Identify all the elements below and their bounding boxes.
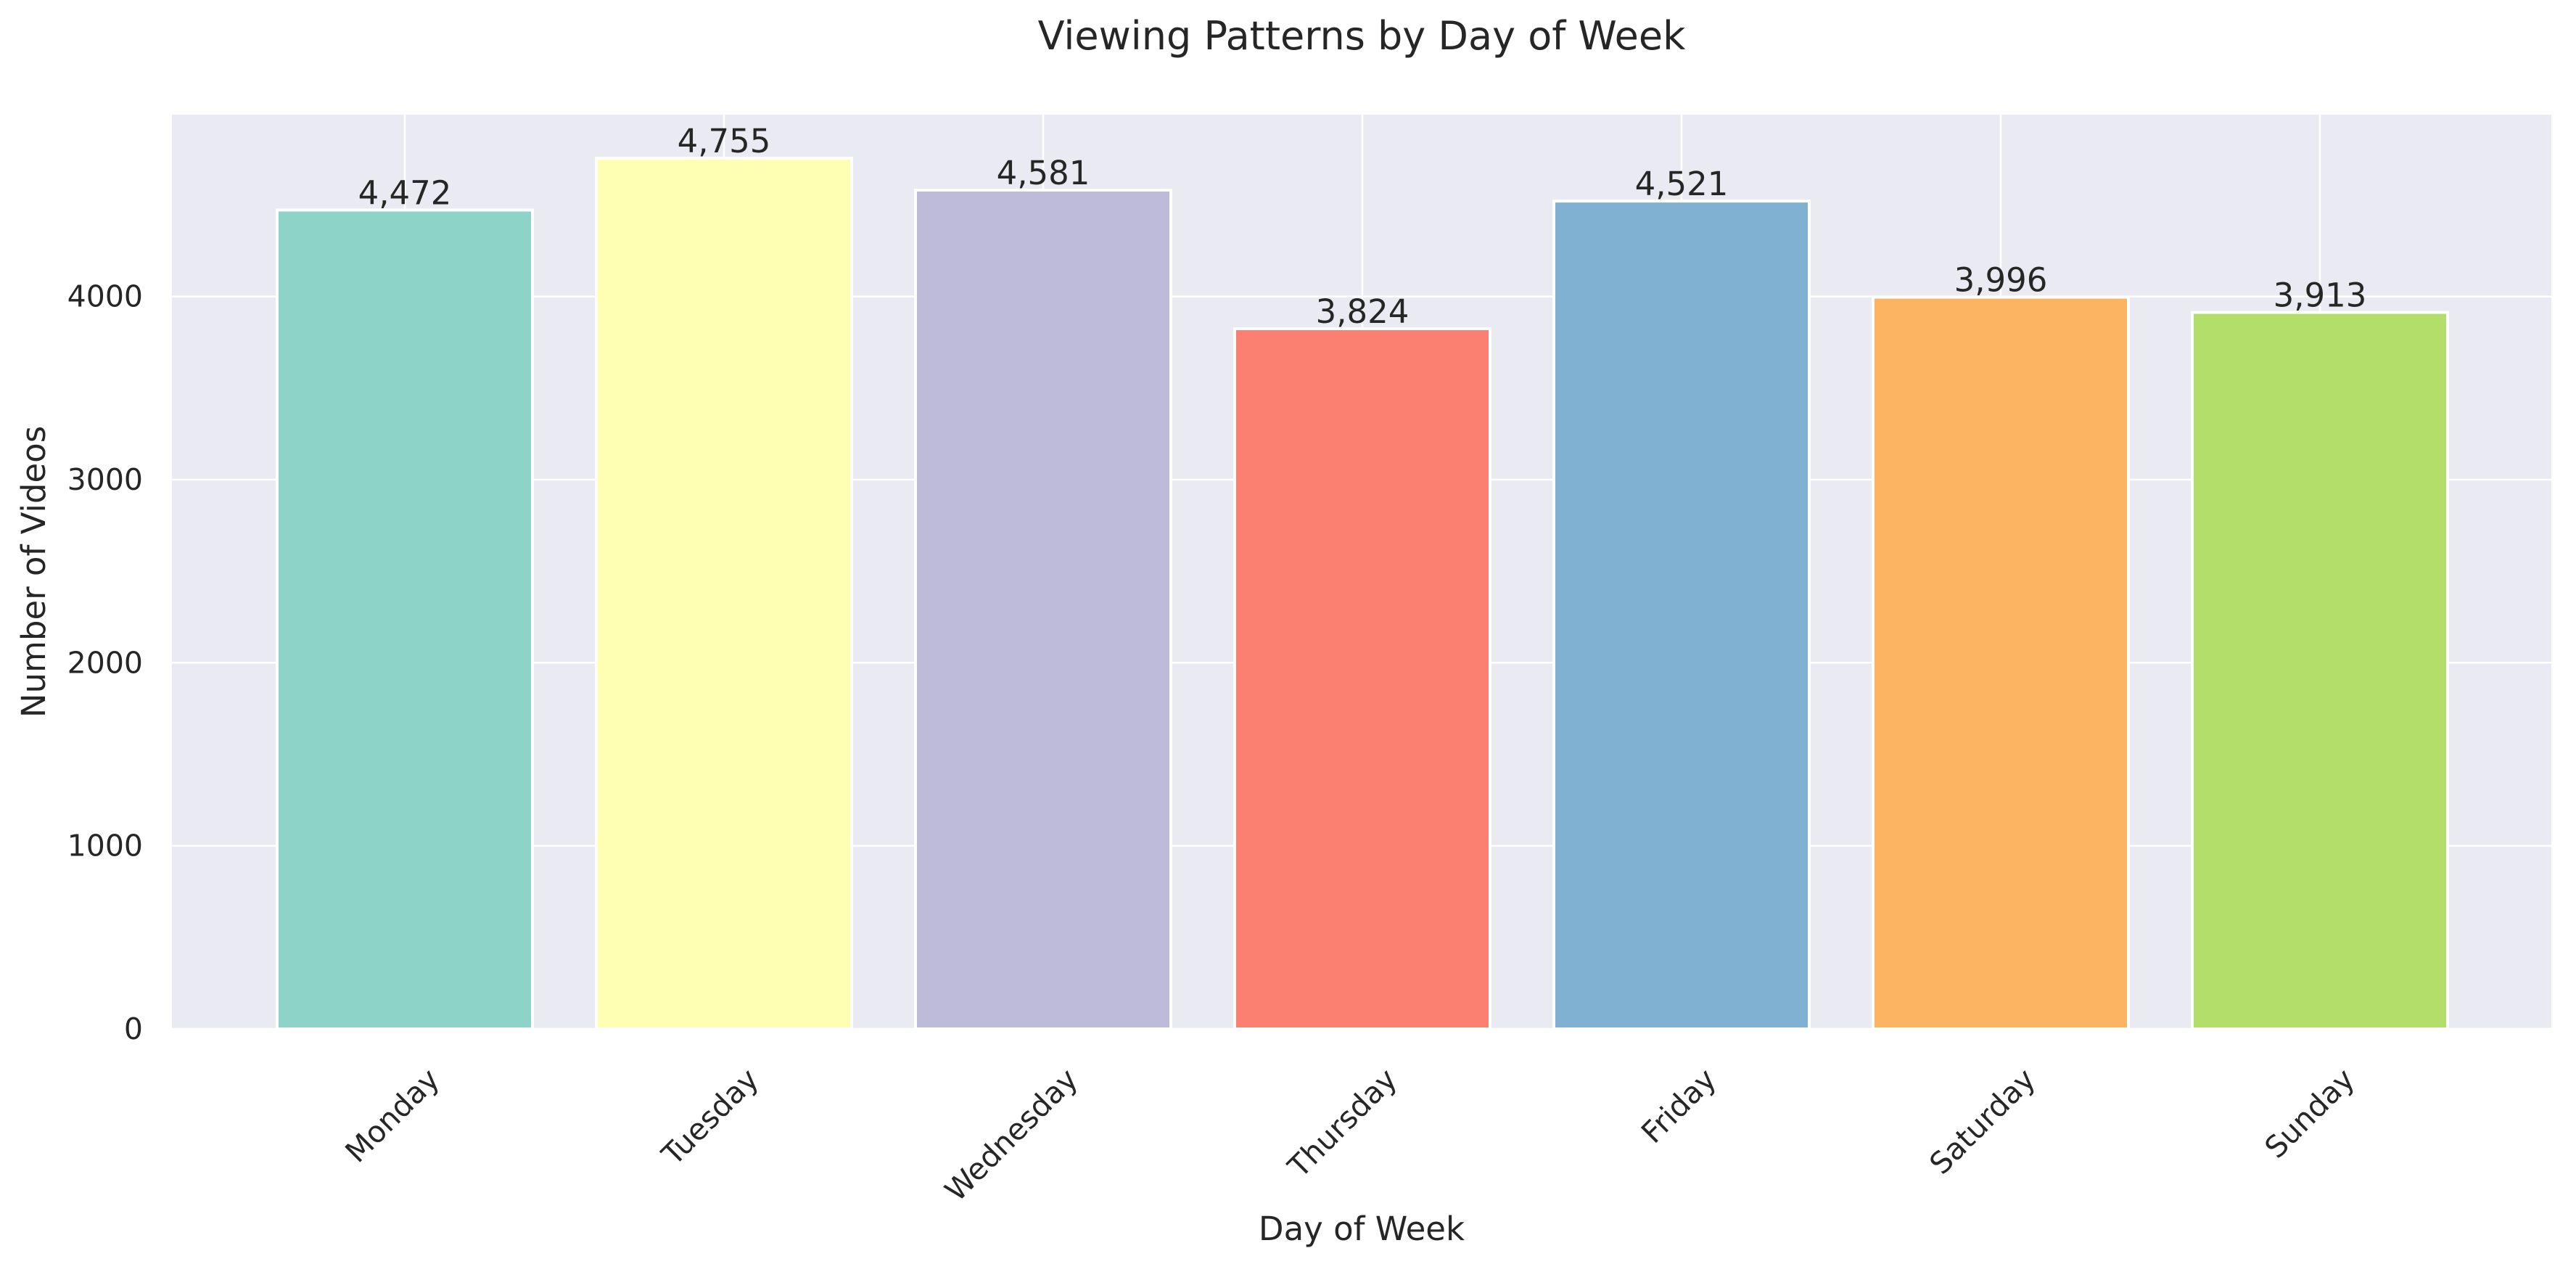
x-tick-label-monday: Monday	[339, 1062, 446, 1169]
data-labels: 4,472 4,755 4,581 3,824 4,521 3,996 3,913	[358, 122, 2367, 331]
bar-friday	[1552, 200, 1811, 1031]
bar-thursday	[1233, 327, 1491, 1031]
x-tick-label-tuesday: Tuesday	[654, 1062, 765, 1173]
x-tick-label-friday: Friday	[1634, 1062, 1723, 1150]
y-tick-label: 3000	[67, 462, 143, 497]
chart-title: Viewing Patterns by Day of Week	[1038, 13, 1686, 59]
y-axis-ticks: 0 1000 2000 3000 4000	[67, 279, 143, 1046]
bar-sunday	[2191, 311, 2449, 1030]
data-label-wednesday: 4,581	[997, 154, 1090, 192]
x-tick-label-thursday: Thursday	[1281, 1062, 1404, 1184]
bar-monday	[276, 208, 534, 1030]
data-label-tuesday: 4,755	[678, 122, 771, 160]
data-label-monday: 4,472	[358, 173, 452, 212]
x-tick-label-wednesday: Wednesday	[938, 1062, 1085, 1208]
data-label-sunday: 3,913	[2273, 276, 2367, 315]
data-label-saturday: 3,996	[1954, 261, 2048, 300]
bar-saturday	[1872, 295, 2130, 1030]
y-tick-label: 4000	[67, 279, 143, 314]
y-axis-label: Number of Videos	[15, 426, 53, 718]
y-tick-label: 2000	[67, 645, 143, 680]
x-tick-label-sunday: Sunday	[2258, 1062, 2361, 1165]
x-axis-ticks: Monday Tuesday Wednesday Thursday Friday Satu…	[339, 1062, 2361, 1208]
x-tick-label-saturday: Saturday	[1922, 1062, 2042, 1181]
y-tick-label: 1000	[67, 829, 143, 863]
bar-tuesday	[595, 157, 853, 1031]
bars	[276, 157, 2449, 1031]
bar-wednesday	[914, 188, 1172, 1030]
x-axis-label: Day of Week	[1259, 1210, 1465, 1248]
data-label-friday: 4,521	[1635, 165, 1729, 203]
y-tick-label: 0	[124, 1012, 143, 1046]
data-label-thursday: 3,824	[1316, 292, 1410, 331]
